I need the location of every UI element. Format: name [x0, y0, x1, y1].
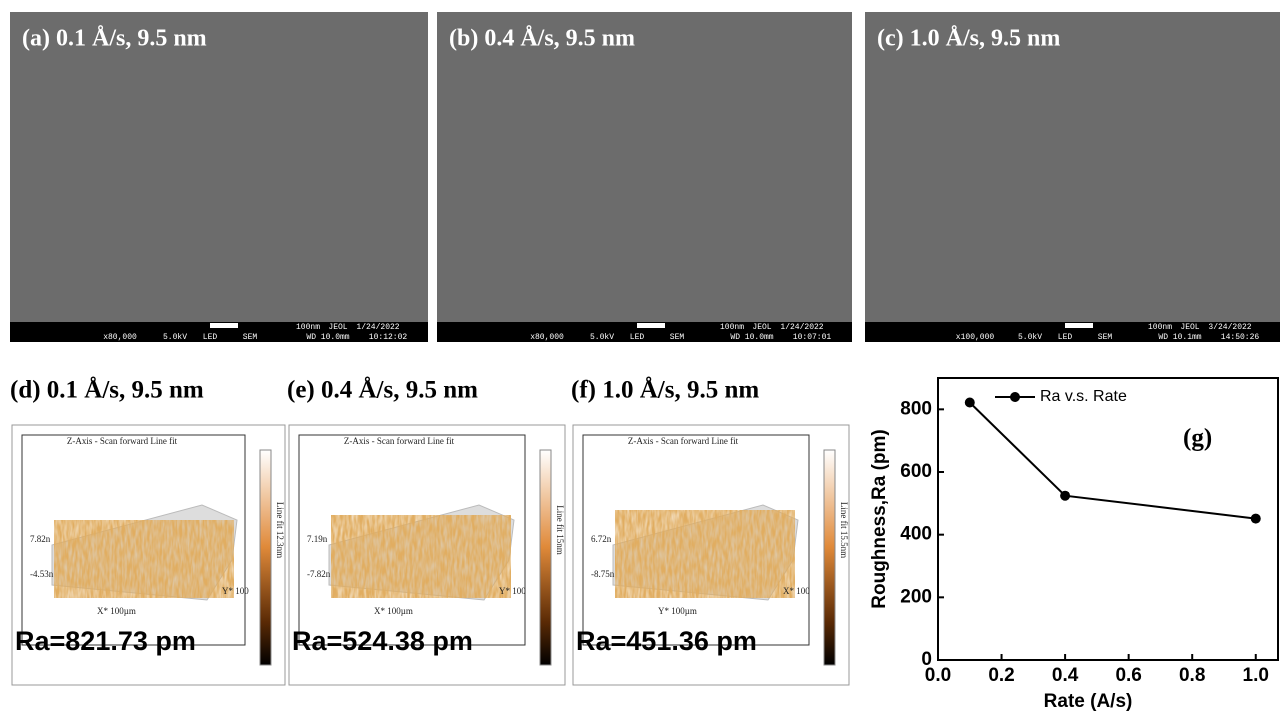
afm-axis-x: X* 100µm	[97, 606, 136, 616]
afm-plot-title: Z-Axis - Scan forward Line fit	[67, 436, 178, 446]
sem-info: SEM	[1098, 333, 1113, 342]
plot-frame	[937, 377, 1279, 661]
sem-info: 3/24/2022	[1208, 323, 1251, 332]
sem-info: x100,000	[956, 333, 995, 342]
x-tick-label: 1.0	[1243, 665, 1269, 686]
colorbar	[539, 449, 552, 666]
sem-info: WD 10.1mm	[1158, 333, 1201, 342]
sem-info: 5.0kV	[1018, 333, 1042, 342]
afm-plot-frame	[582, 434, 810, 646]
sem-image	[865, 12, 1280, 322]
legend-marker	[1010, 392, 1020, 402]
x-tick-label: 0.6	[1115, 665, 1141, 686]
x-tick-label: 0.4	[1052, 665, 1079, 686]
sem-image	[10, 12, 428, 322]
sem-info: x80,000	[530, 333, 564, 342]
y-tick-label: 0	[921, 649, 932, 670]
afm-plot-frame	[21, 434, 246, 646]
z-max: 7.82n	[30, 534, 51, 544]
afm-axis-y: Y* 100	[222, 586, 249, 596]
x-tick-label: 0.0	[925, 665, 951, 686]
sem-info-bar	[865, 322, 1280, 342]
scale-bar	[1065, 323, 1093, 328]
scale-bar	[637, 323, 665, 328]
sem-info-bar	[10, 322, 428, 342]
colorbar	[823, 449, 836, 666]
z-min: -7.82n	[307, 569, 331, 579]
afm-axis-x: Y* 100µm	[658, 606, 697, 616]
sem-info: 14:50:26	[1221, 333, 1260, 342]
sem-info: JEOL	[1180, 323, 1199, 332]
sem-info: 100nm	[1148, 323, 1172, 332]
sem-info: 10:07:01	[793, 333, 832, 342]
y-tick-label: 600	[900, 461, 932, 482]
colorbar	[259, 449, 272, 666]
sem-info-bar	[437, 322, 852, 342]
afm-surface	[615, 510, 795, 598]
sem-image	[437, 12, 852, 322]
sem-info: WD 10.0mm	[306, 333, 349, 342]
sem-label: (c) 1.0 Å/s, 9.5 nm	[877, 26, 1060, 52]
z-max: 7.19n	[307, 534, 328, 544]
x-axis-label: Rate (A/s)	[1044, 691, 1133, 712]
afm-plot-title: Z-Axis - Scan forward Line fit	[628, 436, 739, 446]
legend-label: Ra v.s. Rate	[1040, 388, 1127, 405]
sem-info: 1/24/2022	[356, 323, 399, 332]
afm-label: (e) 0.4 Å/s, 9.5 nm	[287, 376, 478, 404]
sem-label: (a) 0.1 Å/s, 9.5 nm	[22, 26, 207, 52]
sem-info: JEOL	[328, 323, 347, 332]
sem-info: 5.0kV	[163, 333, 187, 342]
afm-plot-frame	[298, 434, 526, 646]
afm-label: (d) 0.1 Å/s, 9.5 nm	[10, 376, 204, 404]
y-tick-label: 400	[900, 524, 932, 545]
colorbar-label: Line fit 15nm	[555, 505, 565, 555]
sem-info: 100nm	[296, 323, 320, 332]
z-min: -4.53n	[30, 569, 54, 579]
x-tick-label: 0.2	[988, 665, 1014, 686]
sem-info: 1/24/2022	[780, 323, 823, 332]
sem-info: SEM	[243, 333, 258, 342]
afm-label: (f) 1.0 Å/s, 9.5 nm	[571, 376, 759, 404]
annotation: (g)	[1183, 425, 1212, 452]
afm-axis-x: X* 100µm	[374, 606, 413, 616]
sem-info: 5.0kV	[590, 333, 614, 342]
y-tick-label: 200	[900, 586, 932, 607]
colorbar-label: Line fit 15.5nm	[839, 502, 849, 558]
x-tick-label: 0.8	[1179, 665, 1205, 686]
sem-label: (b) 0.4 Å/s, 9.5 nm	[449, 26, 635, 52]
sem-info: SEM	[670, 333, 685, 342]
scale-bar	[210, 323, 238, 328]
ra-value: Ra=451.36 pm	[576, 626, 757, 656]
sem-info: x80,000	[103, 333, 137, 342]
afm-axis-y: X* 100	[783, 586, 810, 596]
afm-surface	[54, 520, 234, 598]
data-point	[1250, 513, 1261, 524]
colorbar-label: Line fit 12.3nm	[275, 502, 285, 558]
afm-axis-y: Y* 100	[499, 586, 526, 596]
sem-info: JEOL	[752, 323, 771, 332]
sem-info: WD 10.0mm	[730, 333, 773, 342]
ra-value: Ra=821.73 pm	[15, 626, 196, 656]
data-point	[964, 397, 975, 408]
sem-info: 10:12:02	[369, 333, 408, 342]
afm-surface	[331, 515, 511, 598]
sem-info: LED	[630, 333, 645, 342]
ra-value: Ra=524.38 pm	[292, 626, 473, 656]
sem-info: LED	[1058, 333, 1073, 342]
data-line	[969, 401, 1256, 520]
y-tick-label: 800	[900, 398, 932, 419]
sem-info: LED	[203, 333, 218, 342]
afm-plot-title: Z-Axis - Scan forward Line fit	[344, 436, 455, 446]
y-axis-label: Roughness,Ra (pm)	[869, 429, 890, 608]
data-point	[1060, 490, 1071, 501]
z-min: -8.75n	[591, 569, 615, 579]
z-max: 6.72n	[591, 534, 612, 544]
sem-info: 100nm	[720, 323, 744, 332]
